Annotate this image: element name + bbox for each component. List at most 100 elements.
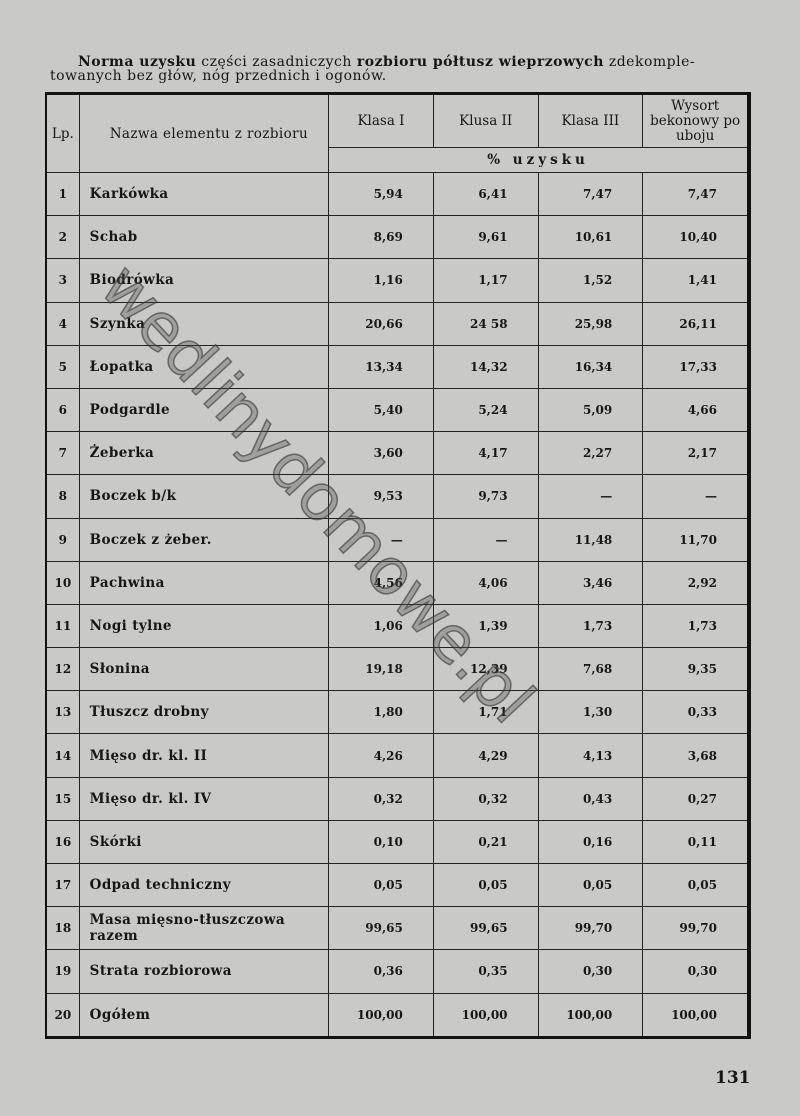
- value-klasa-1: —: [328, 517, 434, 562]
- value-klasa-2: 0,05: [432, 862, 539, 908]
- row-number: 5: [45, 344, 80, 389]
- element-name: Łopatka: [78, 344, 330, 389]
- value-wysort: 2,17: [642, 431, 750, 476]
- value-klasa-2: 9,73: [432, 474, 539, 519]
- header-klasa-1: Klasa I: [328, 93, 434, 148]
- row-number: 15: [45, 776, 80, 821]
- table-row: 6 Podgardle 5,40 5,24 5,09 4,66: [45, 387, 750, 433]
- table-row: 7 Żeberka 3,60 4,17 2,27 2,17: [45, 431, 750, 476]
- value-wysort: 100,00: [642, 992, 750, 1038]
- header-wysort: Wysort bekonowy po uboju: [642, 93, 750, 148]
- value-wysort: 9,35: [642, 647, 750, 692]
- row-number: 14: [45, 733, 80, 778]
- value-klasa-1: 4,56: [328, 560, 434, 605]
- value-klasa-1: 0,10: [328, 819, 434, 865]
- value-klasa-2: 1,71: [432, 690, 539, 735]
- value-wysort: 3,68: [642, 733, 750, 778]
- element-name: Boczek z żeber.: [78, 517, 330, 562]
- element-name: Ogółem: [78, 992, 330, 1038]
- value-klasa-2: 4,06: [432, 560, 539, 605]
- value-wysort: 17,33: [642, 344, 750, 389]
- row-number: 18: [45, 906, 80, 951]
- table-row: 15 Mięso dr. kl. IV 0,32 0,32 0,43 0,27: [45, 776, 750, 821]
- row-number: 6: [45, 387, 80, 433]
- row-number: 2: [45, 215, 80, 260]
- element-name: Nogi tylne: [78, 603, 330, 649]
- value-klasa-2: 4,17: [432, 431, 539, 476]
- value-klasa-3: 11,48: [537, 517, 644, 562]
- value-klasa-3: 4,13: [537, 733, 644, 778]
- table-row: 16 Skórki 0,10 0,21 0,16 0,11: [45, 819, 750, 865]
- value-klasa-1: 13,34: [328, 344, 434, 389]
- element-name: Tłuszcz drobny: [78, 690, 330, 735]
- value-klasa-3: 7,47: [537, 171, 644, 217]
- yield-table: Lp. Nazwa elementu z rozbioru Klasa I Kl…: [45, 92, 751, 1039]
- row-number: 10: [45, 560, 80, 605]
- element-name: Strata rozbiorowa: [78, 949, 330, 994]
- table-caption: Norma uzysku części zasadniczych rozbior…: [50, 55, 750, 83]
- caption-bold-2: rozbioru półtusz wieprzowych: [356, 54, 604, 70]
- value-wysort: 26,11: [642, 301, 750, 346]
- value-klasa-3: 1,30: [537, 690, 644, 735]
- value-wysort: —: [642, 474, 750, 519]
- value-klasa-3: 10,61: [537, 215, 644, 260]
- value-klasa-3: 100,00: [537, 992, 644, 1038]
- value-klasa-1: 1,06: [328, 603, 434, 649]
- page-number: 131: [715, 1068, 751, 1088]
- row-number: 4: [45, 301, 80, 346]
- row-number: 11: [45, 603, 80, 649]
- value-wysort: 10,40: [642, 215, 750, 260]
- value-klasa-1: 0,05: [328, 862, 434, 908]
- header-klasa-3: Klasa III: [537, 93, 644, 148]
- value-klasa-3: 3,46: [537, 560, 644, 605]
- row-number: 13: [45, 690, 80, 735]
- row-number: 8: [45, 474, 80, 519]
- value-klasa-1: 4,26: [328, 733, 434, 778]
- value-klasa-1: 1,16: [328, 258, 434, 303]
- value-klasa-3: 2,27: [537, 431, 644, 476]
- value-klasa-2: 9,61: [432, 215, 539, 260]
- caption-line-2: towanych bez głów, nóg przednich i ogonó…: [50, 68, 387, 84]
- value-wysort: 0,05: [642, 862, 750, 908]
- table-row: 4 Szynka 20,66 24 58 25,98 26,11: [45, 301, 750, 346]
- row-number: 12: [45, 647, 80, 692]
- caption-text-2: zdekomple-: [603, 54, 696, 70]
- row-number: 1: [45, 171, 80, 217]
- value-klasa-2: 14,32: [432, 344, 539, 389]
- value-klasa-3: 0,05: [537, 862, 644, 908]
- element-name: Schab: [78, 215, 330, 260]
- element-name: Odpad techniczny: [78, 862, 330, 908]
- value-wysort: 99,70: [642, 906, 750, 951]
- value-klasa-2: —: [432, 517, 539, 562]
- value-klasa-3: 1,73: [537, 603, 644, 649]
- value-wysort: 7,47: [642, 171, 750, 217]
- value-klasa-3: 16,34: [537, 344, 644, 389]
- element-name: Mięso dr. kl. II: [78, 733, 330, 778]
- value-klasa-1: 20,66: [328, 301, 434, 346]
- value-klasa-2: 24 58: [432, 301, 539, 346]
- element-name: Boczek b/k: [78, 474, 330, 519]
- table-row: 19 Strata rozbiorowa 0,36 0,35 0,30 0,30: [45, 949, 750, 994]
- header-lp: Lp.: [45, 93, 80, 173]
- value-klasa-3: 0,43: [537, 776, 644, 821]
- value-klasa-2: 6,41: [432, 171, 539, 217]
- value-klasa-3: 7,68: [537, 647, 644, 692]
- value-wysort: 0,27: [642, 776, 750, 821]
- table-row: 1 Karkówka 5,94 6,41 7,47 7,47: [45, 171, 750, 217]
- value-klasa-2: 1,39: [432, 603, 539, 649]
- value-klasa-1: 5,94: [328, 171, 434, 217]
- value-wysort: 0,11: [642, 819, 750, 865]
- table-row: 20 Ogółem 100,00 100,00 100,00 100,00: [45, 992, 750, 1038]
- value-wysort: 11,70: [642, 517, 750, 562]
- table-row: 9 Boczek z żeber. — —11,48 11,70: [45, 517, 750, 562]
- value-klasa-2: 100,00: [432, 992, 539, 1038]
- element-name: Słonina: [78, 647, 330, 692]
- table-row: 3 Biodrówka 1,16 1,17 1,52 1,41: [45, 258, 750, 303]
- value-klasa-1: 8,69: [328, 215, 434, 260]
- value-klasa-1: 0,36: [328, 949, 434, 994]
- table-row: 2 Schab 8,69 9,61 10,61 10,40: [45, 215, 750, 260]
- element-name: Podgardle: [78, 387, 330, 433]
- value-klasa-1: 3,60: [328, 431, 434, 476]
- value-klasa-3: 99,70: [537, 906, 644, 951]
- row-number: 9: [45, 517, 80, 562]
